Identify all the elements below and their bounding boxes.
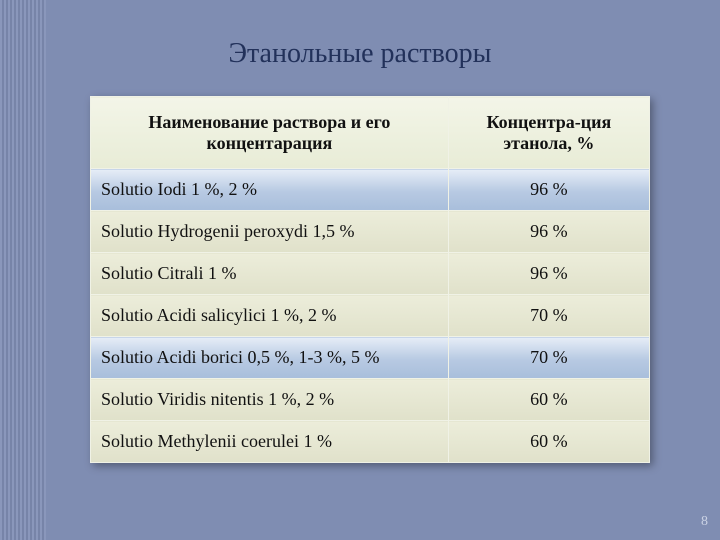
table-row: Solutio Iodi 1 %, 2 % 96 % — [91, 169, 650, 211]
col-header-concentration: Концентра-ция этанола, % — [448, 97, 649, 169]
table-row: Solutio Methylenii coerulei 1 % 60 % — [91, 421, 650, 463]
cell-concentration: 96 % — [448, 253, 649, 295]
decorative-sidebar — [0, 0, 46, 540]
cell-concentration: 60 % — [448, 421, 649, 463]
cell-concentration: 96 % — [448, 169, 649, 211]
table-row: Solutio Acidi borici 0,5 %, 1-3 %, 5 % 7… — [91, 337, 650, 379]
table-row: Solutio Hydrogenii peroxydi 1,5 % 96 % — [91, 211, 650, 253]
cell-name: Solutio Iodi 1 %, 2 % — [91, 169, 449, 211]
cell-name: Solutio Citrali 1 % — [91, 253, 449, 295]
page-number: 8 — [701, 514, 708, 530]
cell-name: Solutio Viridis nitentis 1 %, 2 % — [91, 379, 449, 421]
cell-name: Solutio Methylenii coerulei 1 % — [91, 421, 449, 463]
table-row: Solutio Citrali 1 % 96 % — [91, 253, 650, 295]
cell-concentration: 60 % — [448, 379, 649, 421]
cell-name: Solutio Hydrogenii peroxydi 1,5 % — [91, 211, 449, 253]
cell-concentration: 70 % — [448, 337, 649, 379]
col-header-name: Наименование раствора и его концентараци… — [91, 97, 449, 169]
cell-name: Solutio Acidi salicylici 1 %, 2 % — [91, 295, 449, 337]
cell-name: Solutio Acidi borici 0,5 %, 1-3 %, 5 % — [91, 337, 449, 379]
cell-concentration: 70 % — [448, 295, 649, 337]
solutions-table: Наименование раствора и его концентараци… — [90, 96, 650, 463]
table-header-row: Наименование раствора и его концентараци… — [91, 97, 650, 169]
cell-concentration: 96 % — [448, 211, 649, 253]
table-row: Solutio Viridis nitentis 1 %, 2 % 60 % — [91, 379, 650, 421]
slide-title: Этанольные растворы — [0, 38, 720, 70]
table-row: Solutio Acidi salicylici 1 %, 2 % 70 % — [91, 295, 650, 337]
